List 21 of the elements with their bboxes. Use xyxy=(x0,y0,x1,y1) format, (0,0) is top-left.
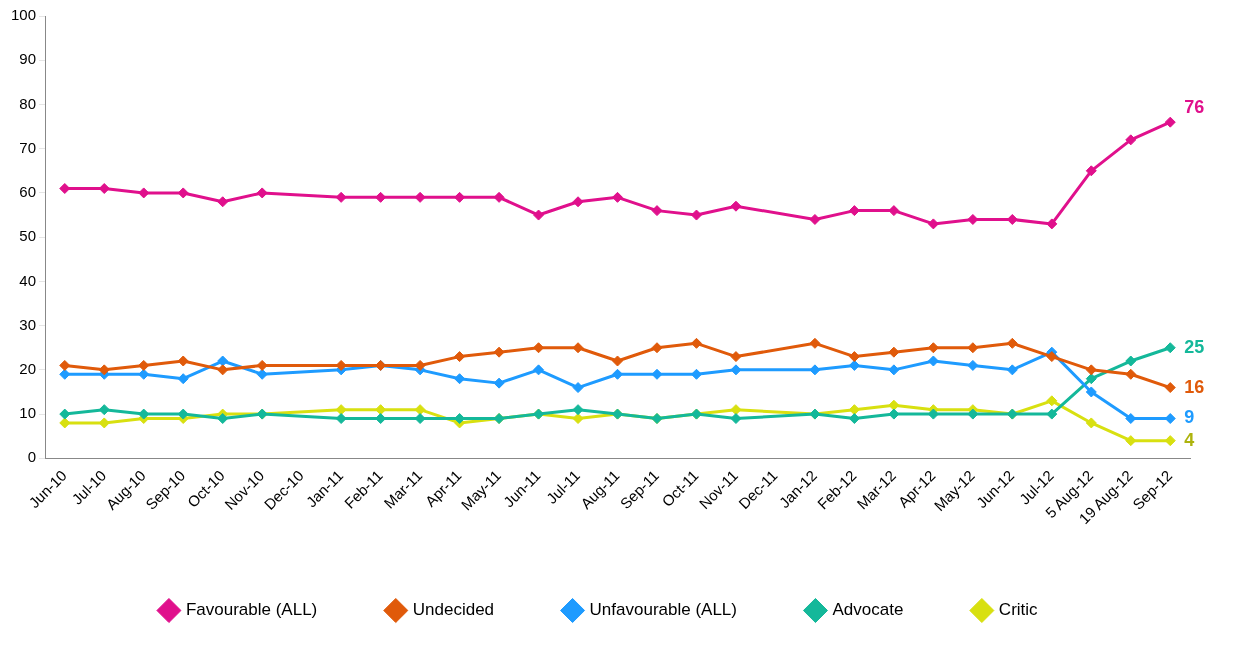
legend-label: Advocate xyxy=(832,600,904,620)
y-tick-label: 40 xyxy=(19,271,37,289)
data-label: 76 xyxy=(1184,97,1205,118)
y-tick-label: 30 xyxy=(19,315,37,333)
y-tick-label: 80 xyxy=(19,94,37,112)
y-tick-label: 20 xyxy=(19,360,37,377)
data-label: 9 xyxy=(1184,407,1195,428)
data-label: 4 xyxy=(1184,429,1195,450)
y-tick-label: 70 xyxy=(19,138,37,156)
y-tick-label: 10 xyxy=(19,404,37,422)
y-tick-label: 100 xyxy=(11,6,37,24)
y-tick-label: 60 xyxy=(19,183,37,201)
y-tick-label: 50 xyxy=(19,227,37,245)
legend-label: Undecided xyxy=(412,600,495,620)
legend-label: Unfavourable (ALL) xyxy=(589,600,737,620)
y-tick-label: 90 xyxy=(19,50,37,68)
data-label: 25 xyxy=(1184,336,1205,357)
legend-label: Critic xyxy=(998,600,1039,620)
data-label: 16 xyxy=(1184,376,1205,397)
legend-label: Favourable (ALL) xyxy=(185,600,318,620)
y-tick-label: 0 xyxy=(27,448,37,466)
